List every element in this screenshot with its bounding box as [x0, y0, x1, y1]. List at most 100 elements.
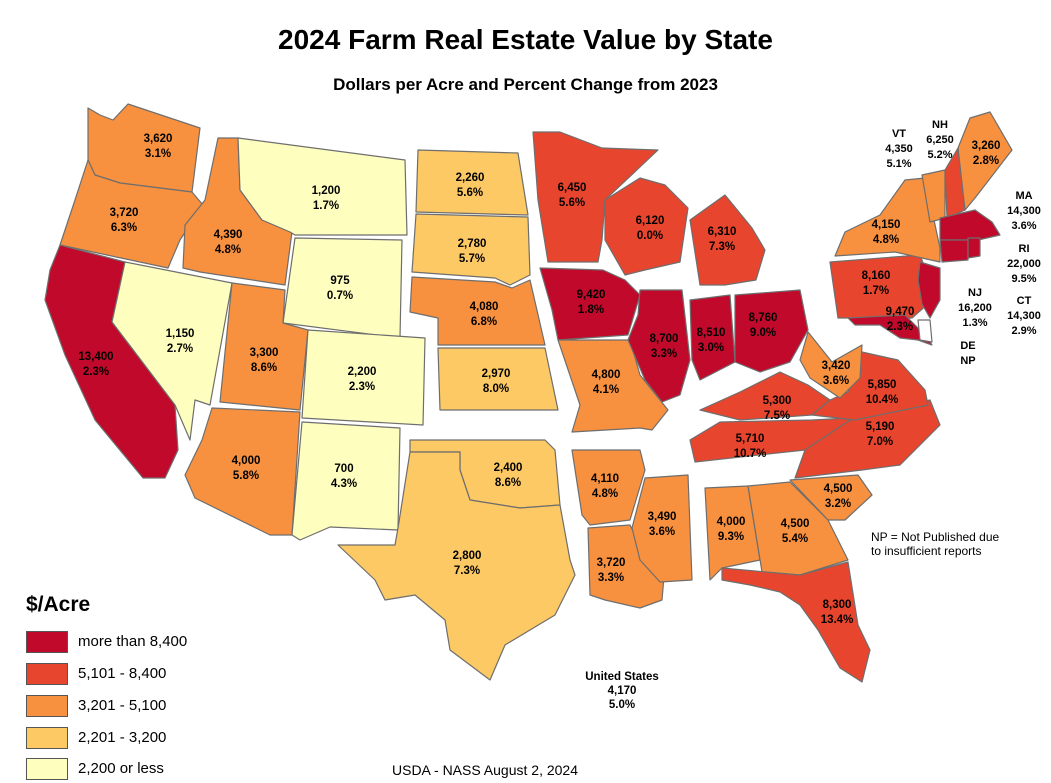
state-de[interactable] — [917, 319, 933, 343]
state-nj[interactable] — [917, 261, 941, 319]
state-mn[interactable] — [532, 131, 659, 263]
state-label-line: 5.4% — [782, 533, 808, 545]
state-label-md: 9,470 2.3% — [886, 306, 915, 333]
state-label-line: 3,300 — [250, 347, 279, 359]
state-label-line: 3.6% — [1011, 220, 1036, 232]
state-label-ks: 2,970 8.0% — [482, 368, 511, 395]
us-total-change: 5.0% — [608, 699, 636, 711]
state-label-sd: 2,780 5.7% — [458, 238, 487, 265]
state-label-line: 3,720 — [597, 557, 626, 569]
state-label-ga: 4,500 5.4% — [781, 518, 810, 545]
state-label-line: 4.8% — [873, 234, 899, 246]
state-wy[interactable] — [282, 237, 403, 339]
state-label-line: 7.0% — [867, 436, 893, 448]
state-ia[interactable] — [539, 267, 641, 341]
state-nv[interactable] — [111, 261, 233, 441]
state-mi[interactable] — [689, 194, 766, 286]
state-label-ms: 3,490 3.6% — [648, 511, 677, 538]
state-label-line: 2,260 — [456, 172, 485, 184]
state-tx[interactable] — [337, 451, 576, 681]
state-label-line: 5.2% — [927, 149, 952, 161]
state-il[interactable] — [627, 289, 691, 403]
state-label-line: 2.7% — [167, 343, 193, 355]
state-label-ky: 5,300 7.5% — [763, 395, 792, 422]
state-label-line: 1.3% — [962, 317, 987, 329]
state-label-line: 4,350 — [885, 143, 913, 155]
state-nd[interactable] — [415, 149, 529, 216]
state-ks[interactable] — [437, 347, 559, 411]
state-sd[interactable] — [411, 213, 531, 286]
state-label-line: 3,720 — [110, 207, 139, 219]
state-al[interactable] — [704, 485, 761, 581]
state-wi[interactable] — [604, 177, 689, 276]
state-fl[interactable] — [721, 561, 871, 683]
state-label-line: 4.8% — [592, 488, 618, 500]
state-label-id: 4,390 4.8% — [214, 229, 243, 256]
source-credit: USDA - NASS August 2, 2024 — [392, 762, 578, 778]
state-label-line: 3,490 — [648, 511, 677, 523]
state-label-line: 8,700 — [650, 333, 679, 345]
state-label-nm: 700 4.3% — [331, 463, 357, 490]
state-label-ar: 4,110 4.8% — [591, 473, 619, 500]
state-label-ny: 4,150 4.8% — [872, 219, 901, 246]
state-label-line: VT — [892, 128, 906, 140]
state-label-line: 6,310 — [708, 226, 737, 238]
state-ar[interactable] — [571, 449, 646, 526]
state-label-line: 4,150 — [872, 219, 901, 231]
state-label-ct: CT 14,300 2.9% — [1007, 295, 1041, 337]
state-label-line: 4,000 — [232, 455, 261, 467]
state-ms[interactable] — [631, 474, 693, 583]
state-label-line: 4,000 — [717, 516, 746, 528]
state-label-line: 10.7% — [734, 448, 767, 460]
state-label-line: 1.8% — [578, 304, 604, 316]
us-total: United States 4,170 5.0% — [560, 670, 684, 712]
state-label-line: 4,080 — [470, 301, 499, 313]
state-label-line: 10.4% — [866, 394, 899, 406]
state-wv[interactable] — [799, 331, 863, 399]
state-label-line: 5,300 — [763, 395, 792, 407]
state-az[interactable] — [184, 407, 301, 536]
state-label-line: 4,800 — [592, 369, 621, 381]
state-label-line: 8,160 — [862, 270, 891, 282]
state-label-line: 975 — [330, 275, 350, 287]
state-label-tn: 5,710 10.7% — [734, 433, 767, 460]
state-label-ma: MA 14,300 3.6% — [1007, 190, 1041, 232]
state-label-line: 1.7% — [313, 200, 339, 212]
state-label-line: 5.6% — [559, 197, 585, 209]
state-co[interactable] — [301, 329, 426, 426]
legend-swatch — [26, 631, 68, 653]
state-md[interactable] — [847, 314, 933, 346]
state-ne[interactable] — [409, 276, 546, 346]
state-sc[interactable] — [789, 474, 873, 521]
state-ny[interactable] — [834, 177, 941, 263]
np-note: NP = Not Published due to insufficient r… — [871, 530, 999, 558]
state-mt[interactable] — [237, 137, 408, 236]
state-va[interactable] — [811, 351, 929, 421]
state-label-nh: NH 6,250 5.2% — [926, 119, 954, 161]
state-label-wa: 3,620 3.1% — [144, 133, 173, 160]
state-label-me: 3,260 2.8% — [972, 140, 1001, 167]
state-me[interactable] — [957, 111, 1013, 211]
state-label-oh: 8,760 9.0% — [749, 312, 778, 339]
state-nm[interactable] — [291, 421, 401, 541]
us-total-value: 4,170 — [607, 685, 637, 697]
state-label-line: 8.6% — [495, 477, 521, 489]
legend-label: 2,200 or less — [78, 760, 164, 777]
legend-swatch — [26, 758, 68, 780]
state-oh[interactable] — [734, 289, 809, 373]
state-label-line: 5,710 — [736, 433, 765, 445]
state-label-line: 2,780 — [458, 238, 487, 250]
state-label-ok: 2,400 8.6% — [494, 462, 523, 489]
legend-swatch — [26, 727, 68, 749]
state-ct[interactable] — [939, 239, 969, 263]
state-label-line: 2.9% — [1011, 325, 1036, 337]
state-label-line: 2.3% — [887, 321, 913, 333]
state-ky[interactable] — [699, 371, 831, 421]
state-label-line: 2,400 — [494, 462, 523, 474]
state-label-line: 8,760 — [749, 312, 778, 324]
state-label-fl: 8,300 13.4% — [821, 599, 854, 626]
state-label-il: 8,700 3.3% — [650, 333, 679, 360]
state-ri[interactable] — [967, 237, 981, 259]
state-label-line: 16,200 — [958, 302, 992, 314]
state-in[interactable] — [689, 294, 736, 381]
